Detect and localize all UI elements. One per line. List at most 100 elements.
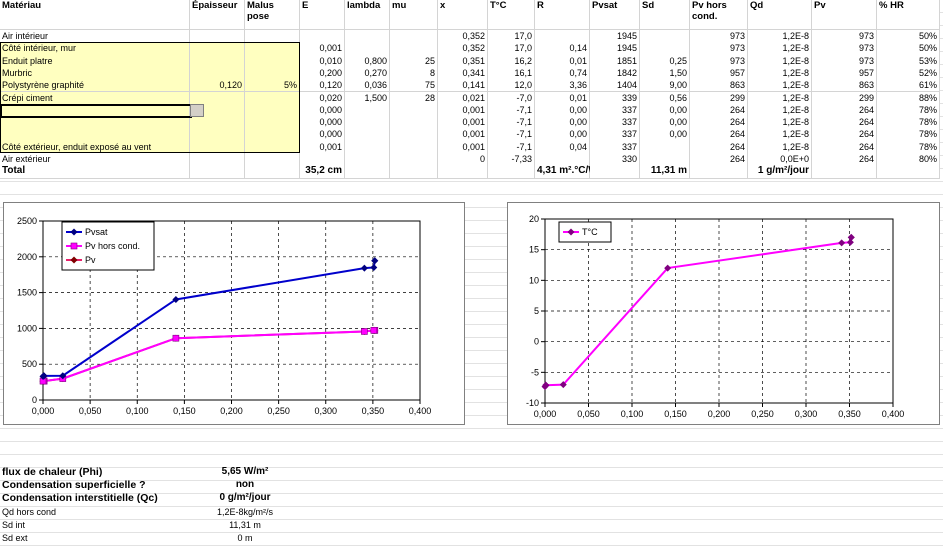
y-tick-label: -5 [531, 367, 539, 377]
header-cell: Matériau [0, 0, 190, 30]
cell: Crépi ciment [0, 91, 190, 105]
cell: 0,56 [640, 91, 690, 105]
cell [190, 128, 245, 142]
cell: 8 [390, 66, 438, 81]
y-tick-label: 10 [529, 275, 539, 285]
data-point [172, 295, 180, 303]
cell [245, 140, 300, 154]
cell: 0,351 [438, 54, 488, 68]
cell: 52% [877, 66, 940, 81]
cell: Air extérieur [0, 153, 190, 167]
legend-label: Pvsat [85, 227, 108, 237]
x-tick-label: 0,250 [267, 406, 290, 416]
cell: 299 [812, 91, 877, 105]
y-tick-label: 1500 [17, 288, 37, 298]
x-tick-label: 0,000 [32, 406, 55, 416]
cell: 973 [812, 42, 877, 56]
cell: 0,021 [438, 91, 488, 105]
cell: 1,2E-8 [748, 91, 812, 105]
data-point [39, 372, 47, 380]
y-tick-label: 15 [529, 245, 539, 255]
cell [390, 165, 438, 179]
dropdown-button[interactable] [190, 103, 204, 117]
cell: 1,2E-8 [748, 79, 812, 93]
cell: 1,2E-8 [748, 42, 812, 56]
cell: 337 [590, 128, 640, 142]
header-cell: Pv [812, 0, 877, 30]
cell: 1,2E-8 [748, 30, 812, 44]
cell: 0,00 [535, 103, 590, 118]
cell [640, 42, 690, 56]
x-tick-label: 0,050 [79, 406, 102, 416]
cell [190, 153, 245, 167]
cell: 330 [590, 153, 640, 167]
summary-label: Sd int [2, 519, 26, 530]
cell [245, 116, 300, 130]
cell: 0,00 [535, 128, 590, 142]
summary-value: 11,31 m [229, 519, 261, 530]
cell: 17,0 [488, 30, 535, 44]
selected-cell [0, 103, 192, 119]
y-tick-label: 2000 [17, 252, 37, 262]
data-point [172, 334, 180, 342]
x-tick-label: 0,400 [409, 406, 432, 416]
cell: 0,00 [640, 116, 690, 130]
summary-label: Qd hors cond [2, 506, 57, 517]
cell: 0,341 [438, 66, 488, 81]
cell: 264 [812, 116, 877, 130]
x-tick-label: 0,200 [708, 409, 731, 419]
cell: 3,36 [535, 79, 590, 93]
x-tick-label: 0,300 [314, 406, 337, 416]
cell: 1,2E-8 [748, 128, 812, 142]
cell: 0,120 [190, 79, 245, 93]
cell: 17,0 [488, 42, 535, 56]
cell: 16,2 [488, 54, 535, 68]
x-tick-label: 0,400 [882, 409, 905, 419]
y-tick-label: 2500 [17, 216, 37, 226]
cell [488, 165, 535, 179]
cell: 75 [390, 79, 438, 93]
y-tick-label: 5 [534, 306, 539, 316]
cell: 0,25 [640, 54, 690, 68]
cell: -7,0 [488, 91, 535, 105]
cell: 337 [590, 140, 640, 154]
data-point [846, 238, 854, 246]
cell [245, 165, 300, 179]
cell: Air intérieur [0, 30, 190, 44]
cell [877, 165, 940, 179]
header-cell: Qd [748, 0, 812, 30]
x-tick-label: 0,100 [621, 409, 644, 419]
y-tick-label: 500 [22, 359, 37, 369]
cell: 1,2E-8 [748, 103, 812, 118]
cell [300, 30, 345, 44]
cell: 4,31 m².°C/W [535, 165, 598, 179]
y-tick-label: 1000 [17, 323, 37, 333]
cell [640, 140, 690, 154]
cell: 1404 [590, 79, 640, 93]
cell: 0,000 [300, 116, 345, 130]
legend-marker [70, 242, 78, 250]
cell [345, 165, 390, 179]
cell [345, 103, 390, 118]
cell: 35,2 cm [300, 165, 345, 179]
cell [640, 153, 690, 167]
summary-value: 0 m [237, 533, 253, 543]
cell: 0,020 [300, 91, 345, 105]
y-tick-label: 20 [529, 214, 539, 224]
cell: 9,00 [640, 79, 690, 93]
header-cell: x [438, 0, 488, 30]
cell: 1842 [590, 66, 640, 81]
cell: 863 [690, 79, 748, 93]
cell: 16,1 [488, 66, 535, 81]
cell [345, 116, 390, 130]
cell: Enduit platre [0, 54, 190, 68]
cell: 1945 [590, 30, 640, 44]
cell: 0,001 [438, 103, 488, 118]
summary-label: Sd ext [2, 533, 28, 543]
cell [190, 30, 245, 44]
cell: 264 [690, 103, 748, 118]
header-cell: R [535, 0, 590, 30]
data-point [838, 239, 846, 247]
cell [390, 116, 438, 130]
data-point [361, 328, 368, 335]
